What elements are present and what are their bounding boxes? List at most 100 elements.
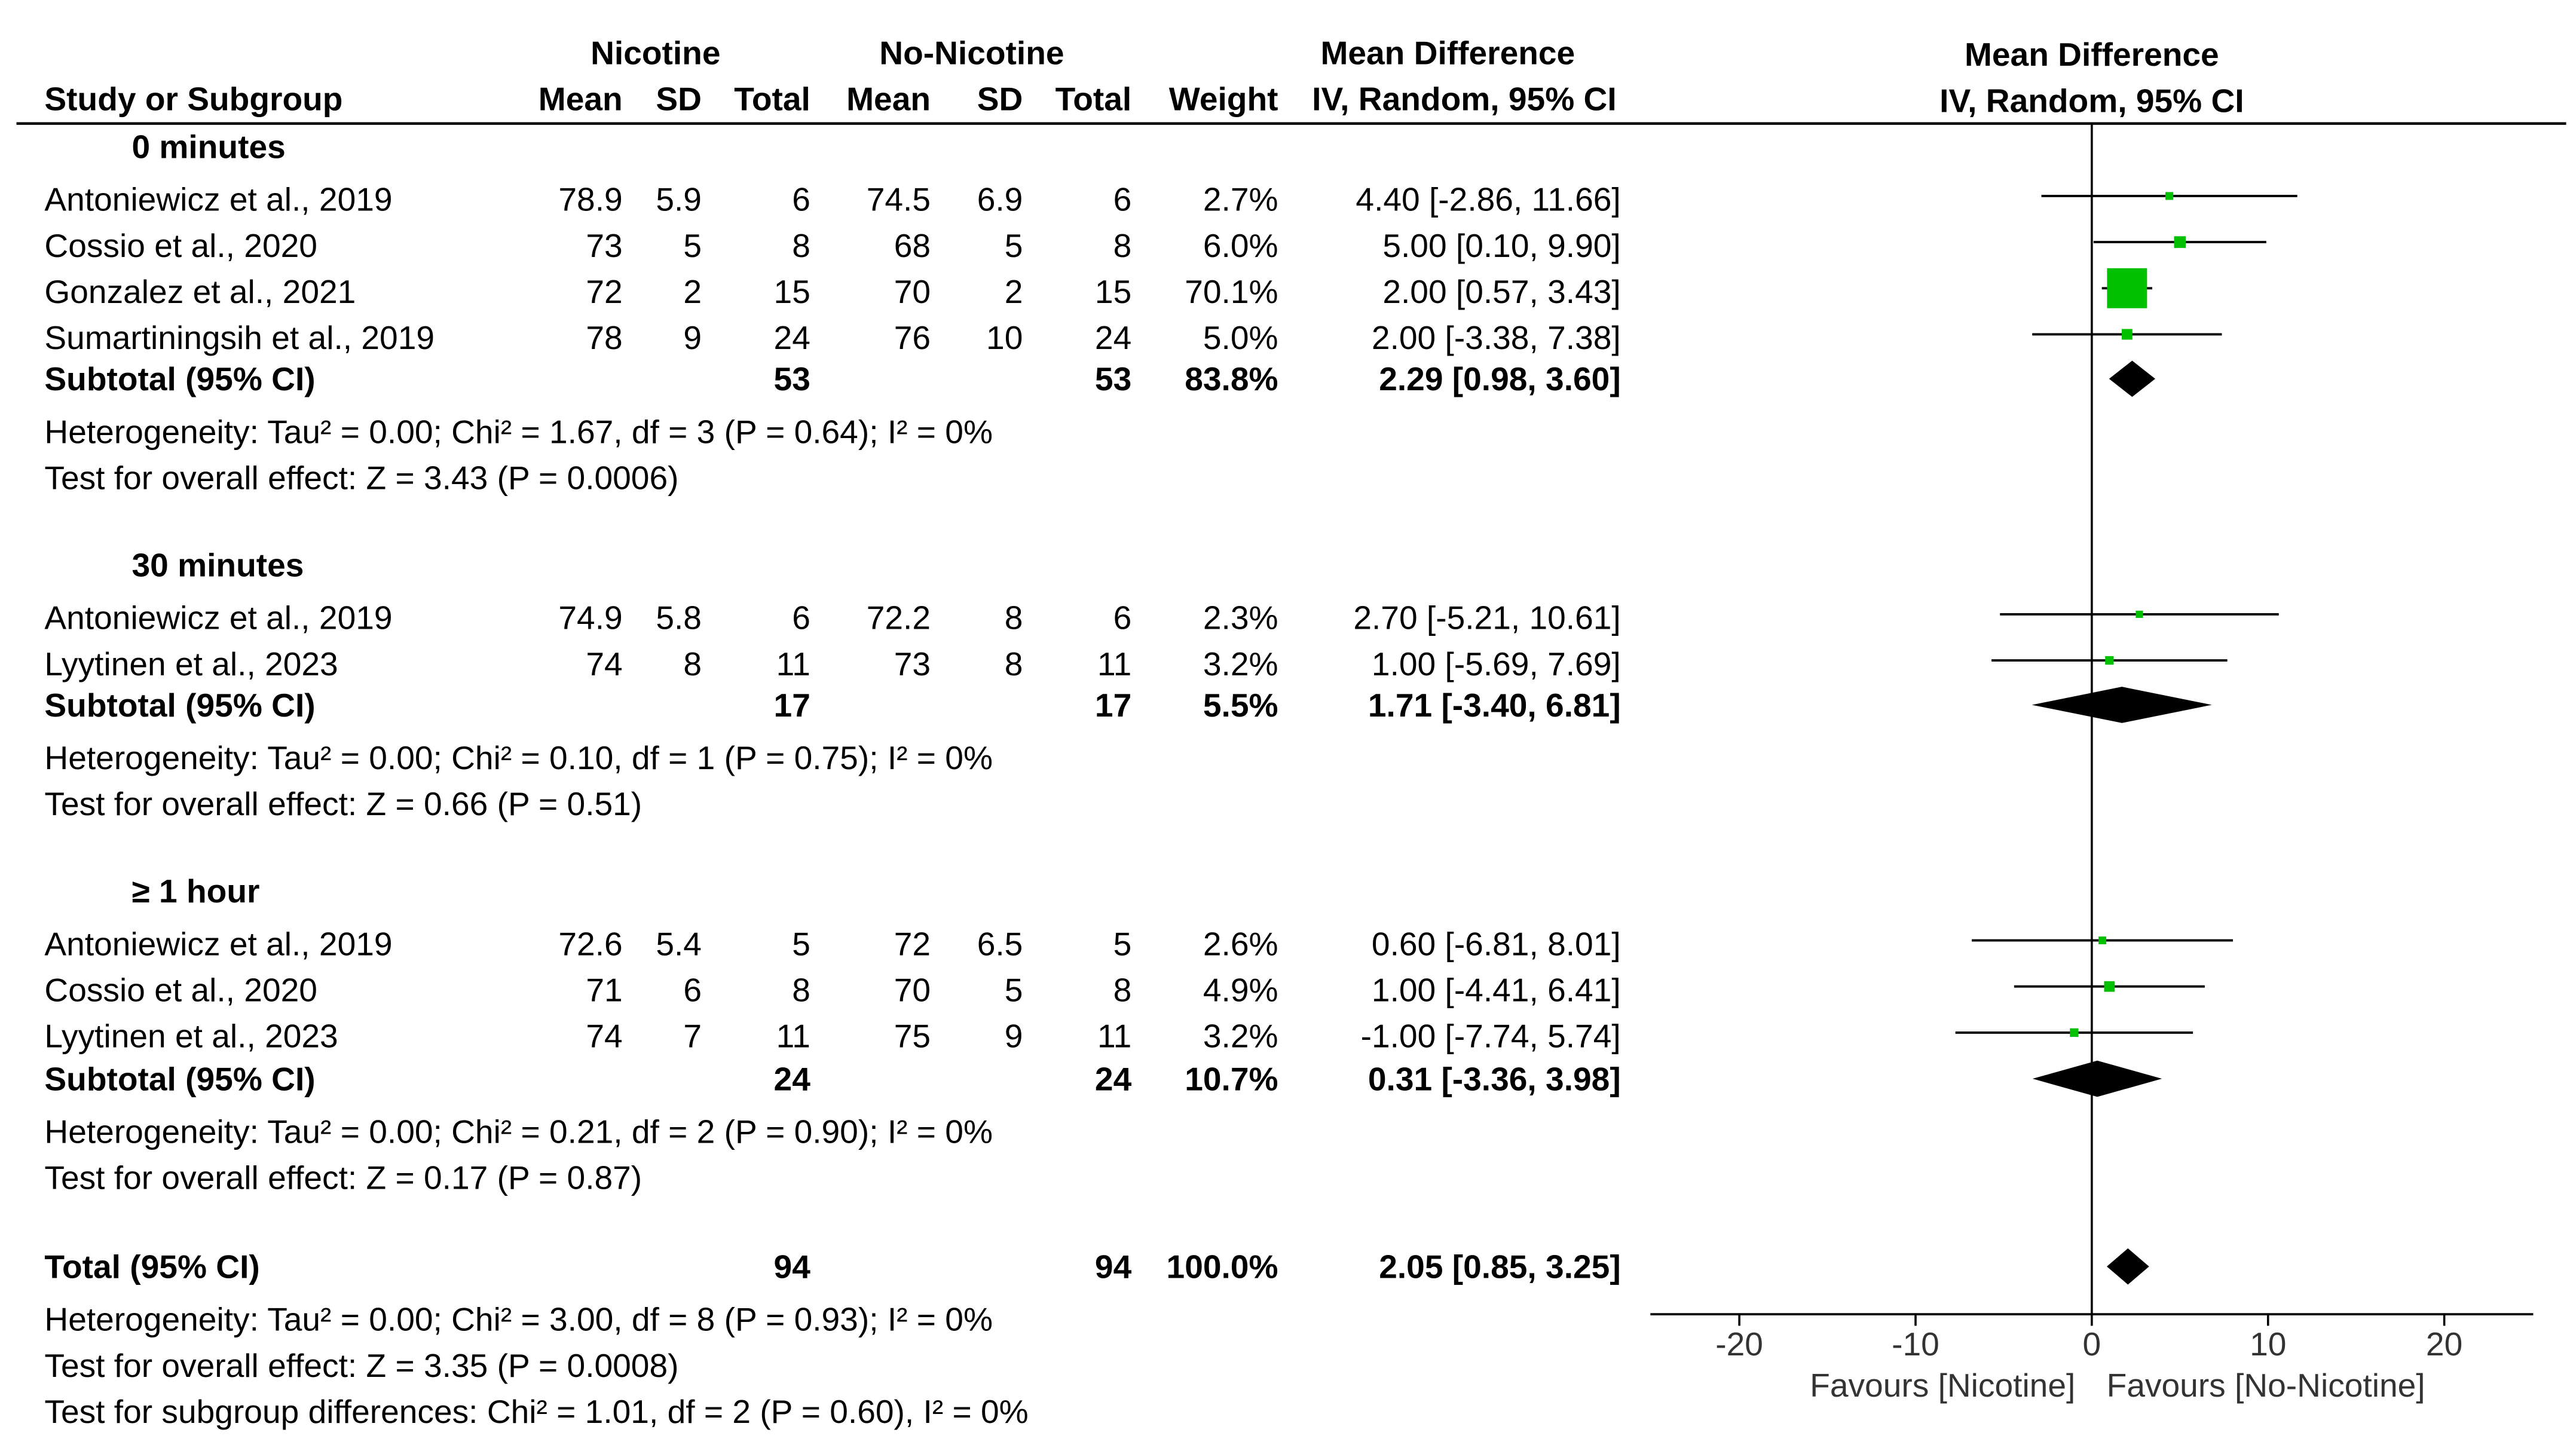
study-table: Nicotine No-Nicotine Mean Difference Study … xyxy=(44,36,1621,1431)
study-m1: 71 xyxy=(586,973,623,1010)
study-n2: 11 xyxy=(1097,1019,1132,1056)
subtotal-label: Subtotal (95% CI) xyxy=(44,688,316,725)
study-sd2: 6.9 xyxy=(977,182,1023,219)
total-label: Total (95% CI) xyxy=(44,1250,260,1287)
heterogeneity-text: Heterogeneity: Tau² = 0.00; Chi² = 0.10,… xyxy=(44,741,993,777)
header-total-no-nicotine: Total xyxy=(1055,82,1132,119)
study-sd1: 5.9 xyxy=(656,182,702,219)
study-weight: 3.2% xyxy=(1203,647,1278,684)
study-sd1: 9 xyxy=(683,321,702,358)
study-m1: 72 xyxy=(586,275,623,311)
subtotal-ci: 1.71 [-3.40, 6.81] xyxy=(1367,688,1621,725)
study-n1: 8 xyxy=(792,229,810,265)
x-label-favours-no-nicotine: Favours [No-Nicotine] xyxy=(2107,1367,2425,1404)
subgroup-title: ≥ 1 hour xyxy=(131,874,260,911)
study-m2: 70 xyxy=(894,973,931,1010)
subgroup-differences-text: Test for subgroup differences: Chi² = 1.… xyxy=(44,1395,1029,1431)
subtotal-n1: 53 xyxy=(773,362,810,399)
plot-subtitle: IV, Random, 95% CI xyxy=(1939,82,2244,119)
x-tick-label: 20 xyxy=(2426,1326,2462,1363)
study-ci: 2.00 [0.57, 3.43] xyxy=(1382,275,1621,311)
study-m2: 70 xyxy=(894,275,931,311)
study-weight: 2.3% xyxy=(1203,601,1278,638)
study-name: Gonzalez et al., 2021 xyxy=(44,275,356,311)
study-sd1: 7 xyxy=(683,1019,702,1056)
subtotal-ci: 2.29 [0.98, 3.60] xyxy=(1379,362,1621,399)
total-overall-effect-text: Test for overall effect: Z = 3.35 (P = 0… xyxy=(44,1349,679,1385)
study-sd1: 5.4 xyxy=(656,927,702,964)
header-mean-no-nicotine: Mean xyxy=(846,82,931,119)
header-group-nicotine: Nicotine xyxy=(591,36,721,73)
study-m2: 73 xyxy=(894,647,931,684)
study-weight: 6.0% xyxy=(1203,229,1278,265)
subtotal-diamond xyxy=(2032,687,2212,723)
overall-effect-text: Test for overall effect: Z = 0.17 (P = 0… xyxy=(44,1161,643,1198)
study-n1: 6 xyxy=(792,182,810,219)
point-estimate-square xyxy=(2121,329,2133,340)
study-m1: 74.9 xyxy=(558,601,623,638)
study-ci: 1.00 [-4.41, 6.41] xyxy=(1371,973,1621,1010)
study-name: Lyytinen et al., 2023 xyxy=(44,647,338,684)
overall-effect-text: Test for overall effect: Z = 3.43 (P = 0… xyxy=(44,461,679,498)
total-weight: 100.0% xyxy=(1166,1250,1278,1287)
study-weight: 3.2% xyxy=(1203,1019,1278,1056)
study-m2: 76 xyxy=(894,321,931,358)
subtotal-n2: 17 xyxy=(1094,688,1132,725)
study-name: Lyytinen et al., 2023 xyxy=(44,1019,338,1056)
study-sd2: 9 xyxy=(1004,1019,1023,1056)
point-estimate-square xyxy=(2136,610,2143,618)
study-n1: 6 xyxy=(792,601,810,638)
subgroup-title: 30 minutes xyxy=(131,548,304,585)
study-m1: 74 xyxy=(586,1019,623,1056)
point-estimate-square xyxy=(2105,656,2114,665)
subtotal-weight: 83.8% xyxy=(1185,362,1278,399)
study-m1: 78 xyxy=(586,321,623,358)
study-n2: 8 xyxy=(1113,973,1132,1010)
study-m2: 75 xyxy=(894,1019,931,1056)
study-n1: 11 xyxy=(776,647,810,684)
header-sd-no-nicotine: SD xyxy=(977,82,1023,119)
subtotal-n1: 24 xyxy=(773,1062,810,1099)
study-sd1: 2 xyxy=(683,275,702,311)
study-sd1: 5 xyxy=(683,229,702,265)
study-m2: 72 xyxy=(894,927,931,964)
study-weight: 5.0% xyxy=(1203,321,1278,358)
study-n2: 6 xyxy=(1113,601,1132,638)
subtotal-diamond xyxy=(2109,360,2156,397)
study-m2: 74.5 xyxy=(866,182,931,219)
total-ci: 2.05 [0.85, 3.25] xyxy=(1379,1250,1621,1287)
study-m2: 68 xyxy=(894,229,931,265)
header-method: IV, Random, 95% CI xyxy=(1312,82,1617,119)
total-n2: 94 xyxy=(1094,1250,1132,1287)
total-diamond xyxy=(2106,1248,2149,1285)
subtotal-label: Subtotal (95% CI) xyxy=(44,362,316,399)
point-estimate-square xyxy=(2098,936,2107,945)
total-n1: 94 xyxy=(773,1250,810,1287)
study-n2: 8 xyxy=(1113,229,1132,265)
study-m1: 74 xyxy=(586,647,623,684)
study-n1: 8 xyxy=(792,973,810,1010)
study-m1: 73 xyxy=(586,229,623,265)
study-n1: 11 xyxy=(776,1019,810,1056)
study-sd2: 8 xyxy=(1004,647,1023,684)
study-m1: 78.9 xyxy=(558,182,623,219)
subtotal-weight: 10.7% xyxy=(1185,1062,1278,1099)
header-total-nicotine: Total xyxy=(734,82,810,119)
header-effect-title: Mean Difference xyxy=(1320,36,1575,73)
study-weight: 4.9% xyxy=(1203,973,1278,1010)
header-weight: Weight xyxy=(1168,82,1278,119)
study-n1: 15 xyxy=(773,275,810,311)
study-weight: 2.6% xyxy=(1203,927,1278,964)
study-n1: 24 xyxy=(773,321,810,358)
subgroup-title: 0 minutes xyxy=(131,130,286,167)
study-name: Cossio et al., 2020 xyxy=(44,229,317,265)
study-name: Antoniewicz et al., 2019 xyxy=(44,927,393,964)
study-name: Cossio et al., 2020 xyxy=(44,973,317,1010)
study-ci: 2.00 [-3.38, 7.38] xyxy=(1371,321,1621,358)
study-n2: 24 xyxy=(1094,321,1132,358)
study-sd1: 6 xyxy=(683,973,702,1010)
study-weight: 2.7% xyxy=(1203,182,1278,219)
point-estimate-square xyxy=(2070,1028,2079,1037)
